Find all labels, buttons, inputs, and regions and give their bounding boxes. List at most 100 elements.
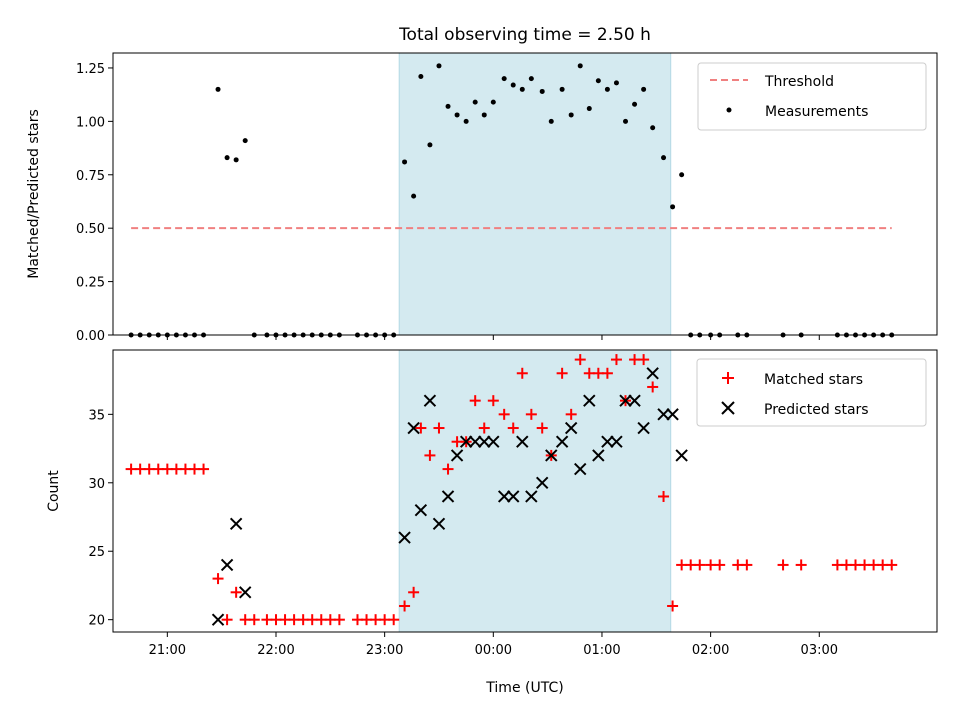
measurement-point [402, 159, 408, 165]
matched-star-marker [478, 422, 490, 434]
matched-star-marker [886, 559, 898, 571]
x-tick-label: 21:00 [149, 643, 186, 658]
measurements-legend-label: Measurements [765, 104, 868, 120]
matched-star-marker [658, 490, 670, 502]
predicted-star-marker [478, 435, 491, 448]
predicted-star-marker [516, 435, 529, 448]
x-tick-label: 02:00 [692, 643, 729, 658]
predicted-star-marker [238, 586, 252, 599]
matched-star-marker [230, 586, 242, 598]
bottom-legend-box [696, 358, 927, 427]
measurement-point [568, 112, 574, 118]
measurement-point [454, 112, 460, 118]
predicted-star-marker [211, 613, 225, 626]
measurement-point [577, 63, 583, 69]
predicted-legend-swatch [721, 401, 735, 415]
matched-star-marker [574, 354, 586, 366]
measurement-point [233, 157, 239, 163]
bottom-markers [125, 354, 898, 626]
bottom-y-ticks: 20 25 30 35 [88, 408, 113, 629]
matched-star-marker [424, 449, 436, 461]
predicted-star-marker [487, 435, 500, 448]
bottom-y-axis-label: Count [46, 470, 62, 512]
measurement-point [427, 142, 433, 148]
measurement-point [436, 63, 442, 69]
measurement-point [613, 80, 619, 86]
measurement-point [463, 118, 469, 124]
matched-star-marker [741, 559, 753, 571]
predicted-star-marker [525, 490, 538, 503]
measurement-point [623, 118, 629, 124]
matched-star-marker [536, 422, 548, 434]
matched-star-marker [777, 559, 789, 571]
bottom-panel: 20 25 30 35 21:00 22:00 23:00 00:00 01:00 02:00 0… [46, 349, 938, 696]
x-tick-label: 23:00 [366, 643, 403, 658]
measurement-point [481, 112, 487, 118]
measurement-point [411, 193, 417, 199]
matched-legend-label: Matched stars [764, 372, 863, 388]
matched-star-marker [333, 614, 345, 626]
predicted-star-marker [675, 449, 688, 462]
predicted-star-marker [459, 435, 473, 448]
top-legend: Threshold Measurements [697, 62, 927, 131]
top-measurements [128, 63, 895, 338]
bottom-x-axis-label: Time (UTC) [485, 680, 563, 696]
measurement-point [528, 76, 534, 82]
measurement-point [670, 204, 676, 210]
measurement-point [539, 88, 545, 94]
figure-title: Total observing time = 2.50 h [398, 25, 651, 45]
measurement-point [632, 101, 638, 107]
matched-star-marker [469, 395, 481, 407]
matched-star-marker [408, 586, 420, 598]
measurement-point [418, 74, 424, 79]
measurement-point [641, 86, 647, 92]
x-tick-label: 00:00 [475, 643, 512, 658]
matched-star-marker [525, 408, 537, 420]
matched-star-marker [610, 354, 622, 366]
predicted-star-marker [450, 449, 464, 462]
matched-star-marker [516, 367, 528, 379]
y-tick-label: 0.75 [76, 169, 105, 184]
predicted-star-marker [666, 408, 679, 421]
matched-star-marker [565, 408, 577, 420]
predicted-star-marker [507, 490, 520, 503]
measurement-point [661, 155, 667, 161]
measurement-point [604, 86, 610, 92]
predicted-star-marker [637, 421, 650, 435]
predicted-star-marker [220, 558, 234, 572]
predicted-star-marker [398, 531, 411, 544]
matched-star-marker [415, 422, 427, 434]
matched-star-marker [212, 573, 224, 585]
predicted-star-marker [497, 490, 511, 503]
matched-star-marker [487, 395, 499, 407]
predicted-star-marker [574, 462, 587, 476]
x-tick-label: 01:00 [583, 643, 620, 658]
threshold-legend-label: Threshold [764, 74, 834, 90]
predicted-star-marker [628, 394, 641, 407]
measurement-point [679, 172, 685, 178]
measurement-point [548, 118, 554, 124]
measurement-point [224, 155, 230, 161]
bottom-x-ticks: 21:00 22:00 23:00 00:00 01:00 02:00 03:00 [149, 632, 838, 658]
matched-legend-swatch [722, 372, 734, 384]
measurement-point [501, 76, 507, 82]
x-tick-label: 22:00 [257, 643, 294, 658]
predicted-star-marker [646, 367, 659, 380]
predicted-star-marker [535, 476, 549, 489]
predicted-star-marker [592, 449, 605, 462]
predicted-star-marker [229, 517, 243, 531]
bottom-legend: Matched stars Predicted stars [696, 358, 927, 427]
matched-star-marker [714, 559, 726, 571]
matched-star-marker [507, 422, 519, 434]
predicted-star-marker [407, 421, 420, 435]
matched-star-marker [433, 422, 445, 434]
matched-star-marker [248, 614, 260, 626]
predicted-star-marker [601, 435, 614, 448]
y-tick-label: 30 [88, 477, 105, 492]
matched-star-marker [638, 354, 650, 366]
matched-star-marker [601, 367, 613, 379]
x-tick-label: 03:00 [801, 643, 838, 658]
measurement-point [242, 138, 248, 144]
y-tick-label: 1.25 [76, 62, 105, 77]
matched-star-marker [498, 408, 510, 420]
